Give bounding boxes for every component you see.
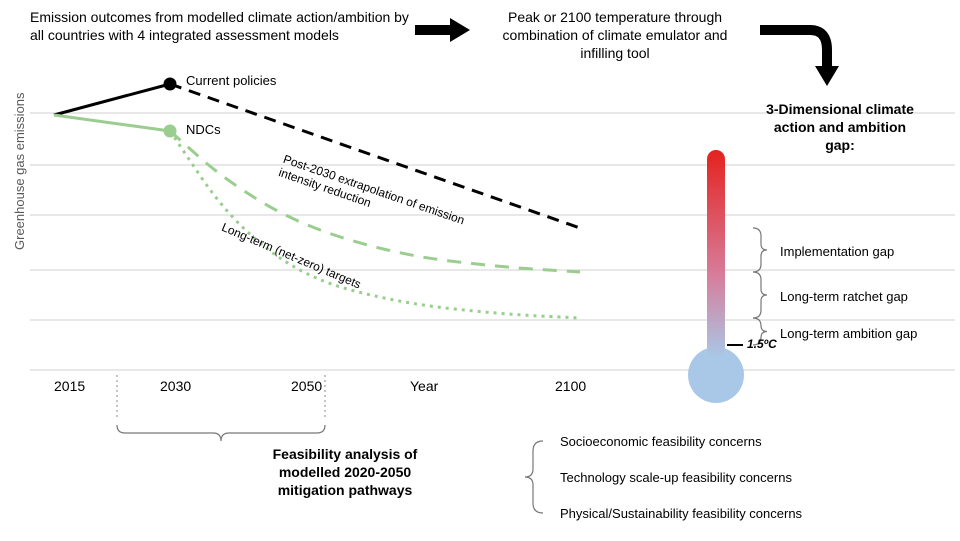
feasibility-title: Feasibility analysis of modelled 2020-20…: [250, 445, 440, 500]
x-tick: 2015: [54, 378, 85, 394]
feasibility-item: Physical/Sustainability feasibility conc…: [560, 506, 802, 521]
x-axis-label: Year: [410, 378, 438, 394]
feasibility-item: Technology scale-up feasibility concerns: [560, 470, 792, 485]
x-tick: 2050: [291, 378, 322, 394]
gap-label: Implementation gap: [780, 244, 894, 259]
gap-label: Long-term ratchet gap: [780, 289, 908, 304]
x-tick: 2100: [555, 378, 586, 394]
label-ndcs: NDCs: [186, 122, 221, 137]
thermometer-base-label: 1.5ºC: [747, 337, 777, 351]
x-tick: 2030: [160, 378, 191, 394]
y-axis-label: Greenhouse gas emissions: [12, 92, 27, 250]
gap-label: Long-term ambition gap: [780, 326, 917, 341]
gap-title: 3-Dimensional climate action and ambitio…: [760, 100, 920, 155]
feasibility-item: Socioeconomic feasibility concerns: [560, 434, 762, 449]
main-chart: [0, 0, 960, 541]
label-current-policies: Current policies: [186, 73, 276, 88]
